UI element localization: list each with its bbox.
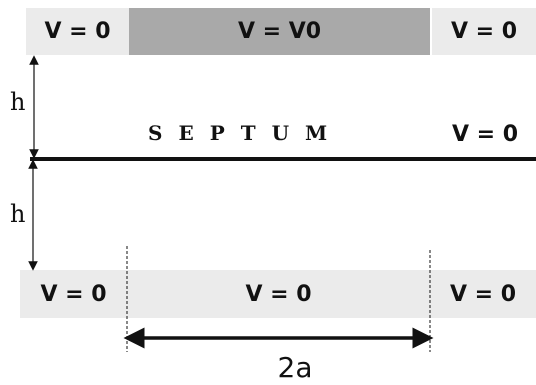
- bottom-left-plate: V = 0: [20, 270, 127, 318]
- bottom-center-plate-label: V = 0: [245, 281, 312, 307]
- bottom-center-plate: V = 0: [127, 270, 430, 318]
- bottom-left-plate-label: V = 0: [40, 281, 107, 307]
- septum-potential-label: V = 0: [452, 122, 519, 147]
- bottom-right-plate-label: V = 0: [449, 281, 517, 307]
- top-left-plate-label: V = 0: [44, 19, 111, 44]
- top-right-plate: V = 0: [432, 8, 536, 55]
- bottom-right-plate: V = 0: [430, 270, 536, 318]
- top-left-plate: V = 0: [26, 8, 129, 55]
- top-center-electrode-label: V = V0: [237, 19, 322, 44]
- upper-gap-label: h: [10, 88, 26, 116]
- top-center-electrode: V = V0: [129, 8, 430, 55]
- lower-gap-label: h: [10, 200, 26, 228]
- septum-label: SEPTUM: [148, 121, 344, 145]
- electrode-width-label: 2a: [277, 351, 313, 384]
- top-right-plate-label: V = 0: [450, 19, 518, 44]
